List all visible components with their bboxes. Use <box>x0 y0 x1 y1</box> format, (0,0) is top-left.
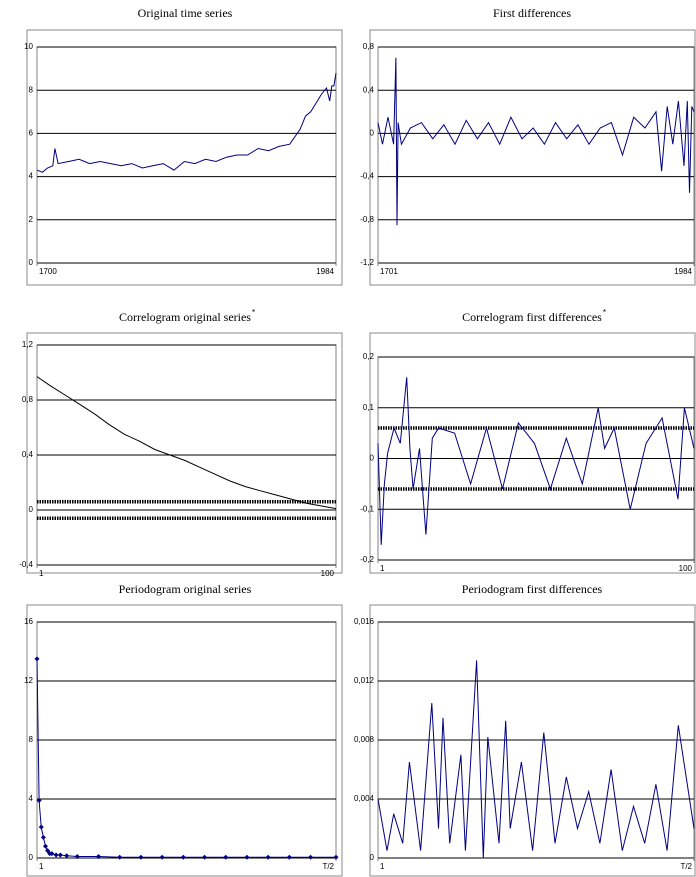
chart-title: Periodogram original series <box>119 582 252 596</box>
data-marker <box>308 854 314 860</box>
y-tick-label: 16 <box>24 617 33 626</box>
y-tick-label: 0 <box>29 258 34 267</box>
panel-frame <box>369 332 696 574</box>
plot-area <box>36 46 337 264</box>
y-tick-label: 0 <box>370 853 375 862</box>
y-tick-label: -0,1 <box>360 504 374 513</box>
data-line <box>36 376 337 510</box>
chart-title: Correlogram first differences <box>462 310 602 324</box>
data-marker <box>138 854 144 860</box>
data-marker <box>223 854 229 860</box>
data-marker <box>117 854 123 860</box>
data-marker <box>36 797 42 803</box>
y-tick-label: -1,2 <box>360 258 374 267</box>
panel-frame <box>26 604 343 877</box>
data-marker <box>57 852 63 858</box>
y-tick-label: 0,008 <box>354 735 375 744</box>
title-mark: * <box>252 308 255 317</box>
data-marker <box>49 851 55 857</box>
y-tick-label: 12 <box>24 676 33 685</box>
y-tick-label: 0,4 <box>22 450 34 459</box>
data-marker <box>286 854 292 860</box>
data-marker <box>64 853 70 859</box>
x-tick-label: 1 <box>380 862 385 871</box>
y-tick-label: 0 <box>29 505 34 514</box>
y-tick-label: -0,4 <box>19 560 33 569</box>
data-marker <box>95 854 101 860</box>
data-marker <box>265 854 271 860</box>
chart-title: Correlogram original series <box>119 310 251 324</box>
chart-title: First differences <box>493 6 571 20</box>
x-tick-label: 1700 <box>39 267 57 276</box>
x-tick-label: 100 <box>679 564 693 573</box>
y-tick-label: 0,2 <box>363 352 375 361</box>
data-marker <box>202 854 208 860</box>
y-tick-label: 0,016 <box>354 617 375 626</box>
y-tick-label: 0,8 <box>363 42 375 51</box>
data-line <box>377 377 695 545</box>
y-tick-label: -0,8 <box>360 215 374 224</box>
x-tick-label: 1701 <box>380 267 398 276</box>
data-marker <box>180 854 186 860</box>
data-marker <box>333 854 339 860</box>
y-tick-label: 0 <box>29 853 34 862</box>
plot-area <box>377 46 695 264</box>
y-tick-label: 0,1 <box>363 403 375 412</box>
x-tick-label: 1 <box>380 564 385 573</box>
data-marker <box>45 848 51 854</box>
data-line <box>377 57 695 226</box>
y-tick-label: 0,012 <box>354 676 375 685</box>
x-tick-label: 1984 <box>316 267 334 276</box>
data-marker <box>244 854 250 860</box>
panel-frame <box>26 332 343 574</box>
y-tick-label: 0,004 <box>354 794 375 803</box>
data-marker <box>34 656 40 662</box>
panel-frame <box>369 29 696 286</box>
y-tick-label: 8 <box>29 85 34 94</box>
data-marker <box>159 854 165 860</box>
y-tick-label: 2 <box>29 215 34 224</box>
data-marker <box>42 843 48 849</box>
y-tick-label: 0 <box>370 129 375 138</box>
y-tick-label: 4 <box>29 172 34 181</box>
y-tick-label: 1,2 <box>22 340 34 349</box>
chart-title: Original time series <box>138 6 233 20</box>
data-marker <box>74 854 80 860</box>
x-tick-label: T/2 <box>680 862 692 871</box>
y-tick-label: 6 <box>29 129 34 138</box>
y-tick-label: -0,4 <box>360 172 374 181</box>
data-marker <box>38 824 44 830</box>
y-tick-label: 10 <box>24 42 33 51</box>
y-tick-label: -0,2 <box>360 555 374 564</box>
y-tick-label: 0 <box>370 454 375 463</box>
data-marker <box>40 834 46 840</box>
x-tick-label: 1 <box>39 569 44 578</box>
y-tick-label: 4 <box>29 794 34 803</box>
data-line <box>377 660 695 859</box>
panel-frame <box>26 29 343 286</box>
x-tick-label: 1984 <box>674 267 692 276</box>
x-tick-label: T/2 <box>322 862 334 871</box>
y-tick-label: 0,4 <box>363 85 375 94</box>
x-tick-label: 1 <box>39 862 44 871</box>
chart-title: Periodogram first differences <box>462 582 603 596</box>
panel-frame <box>369 604 696 877</box>
data-marker <box>53 852 59 858</box>
y-tick-label: 0,8 <box>22 395 34 404</box>
data-line <box>36 72 337 173</box>
title-mark: * <box>603 308 606 317</box>
y-tick-label: 8 <box>29 735 34 744</box>
x-tick-label: 100 <box>321 569 335 578</box>
